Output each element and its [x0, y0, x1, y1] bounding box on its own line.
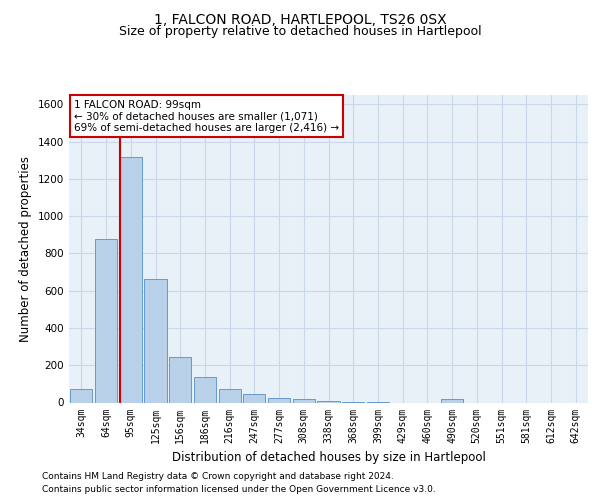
Text: Size of property relative to detached houses in Hartlepool: Size of property relative to detached ho…	[119, 25, 481, 38]
Text: Contains HM Land Registry data © Crown copyright and database right 2024.: Contains HM Land Registry data © Crown c…	[42, 472, 394, 481]
Text: 1 FALCON ROAD: 99sqm
← 30% of detached houses are smaller (1,071)
69% of semi-de: 1 FALCON ROAD: 99sqm ← 30% of detached h…	[74, 100, 340, 133]
Bar	[441, 399, 463, 402]
Bar	[293, 399, 315, 402]
Bar	[268, 398, 290, 402]
Bar	[70, 388, 92, 402]
Text: Contains public sector information licensed under the Open Government Licence v3: Contains public sector information licen…	[42, 485, 436, 494]
Text: 1, FALCON ROAD, HARTLEPOOL, TS26 0SX: 1, FALCON ROAD, HARTLEPOOL, TS26 0SX	[154, 12, 446, 26]
Bar	[194, 378, 216, 402]
Y-axis label: Number of detached properties: Number of detached properties	[19, 156, 32, 342]
Bar	[95, 240, 117, 402]
Bar	[317, 401, 340, 402]
Bar	[119, 158, 142, 402]
Bar	[218, 388, 241, 402]
X-axis label: Distribution of detached houses by size in Hartlepool: Distribution of detached houses by size …	[172, 451, 485, 464]
Bar	[243, 394, 265, 402]
Bar	[169, 357, 191, 403]
Bar	[145, 278, 167, 402]
